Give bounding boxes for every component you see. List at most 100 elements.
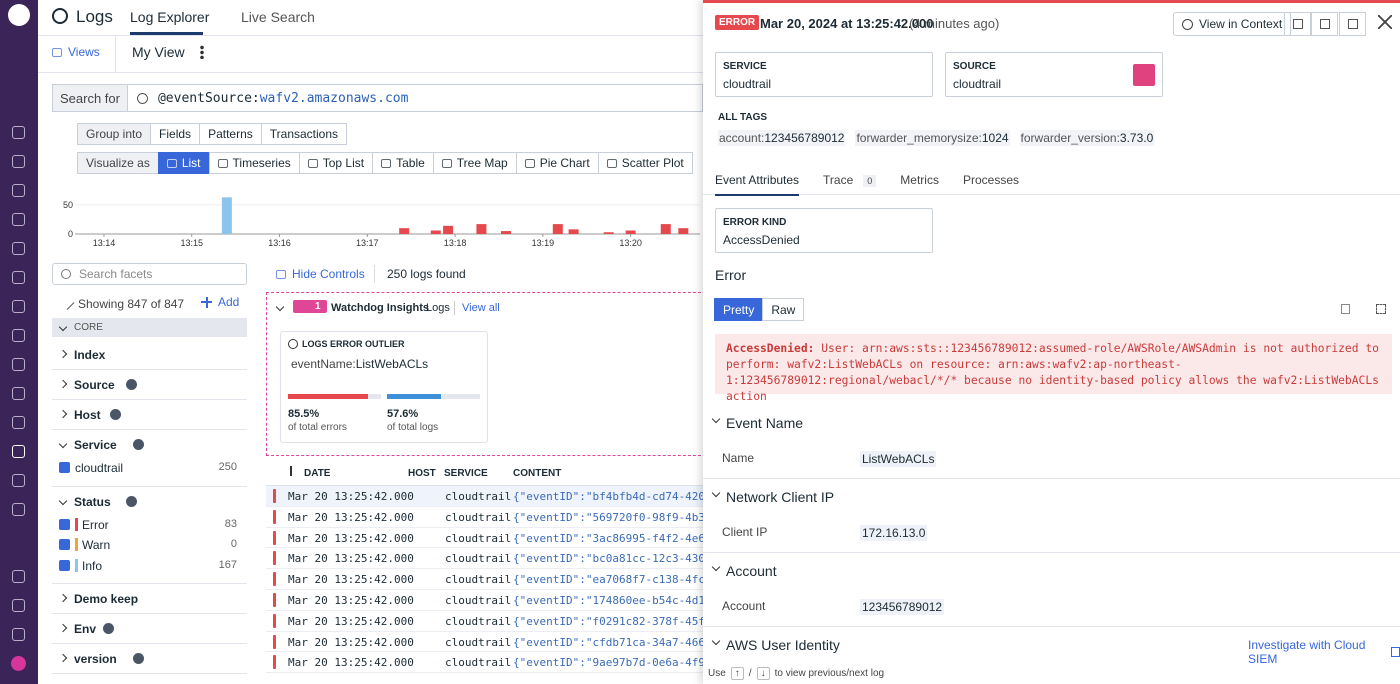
attribute-value[interactable]: ListWebACLs — [860, 451, 937, 467]
section-header[interactable]: Network Client IP — [703, 486, 1400, 508]
views-button[interactable]: Views — [52, 45, 100, 59]
status-bar — [273, 572, 276, 587]
nav-icon[interactable] — [12, 300, 25, 313]
add-facet[interactable]: Add — [201, 295, 239, 309]
visualize_as-option[interactable]: Top List — [298, 152, 374, 174]
tag-key: account: — [719, 131, 765, 145]
checkbox[interactable] — [59, 518, 70, 530]
toggle-option[interactable]: Pretty — [714, 298, 764, 321]
nav-icon[interactable] — [12, 503, 25, 516]
tab[interactable]: Trace 0 — [823, 173, 877, 196]
nav-icon[interactable] — [12, 358, 25, 371]
tab[interactable]: Processes — [963, 173, 1019, 196]
expand-icon[interactable] — [1376, 304, 1386, 314]
facet-header[interactable]: Index — [52, 340, 247, 370]
section-header[interactable]: Account — [703, 560, 1400, 582]
nav-icon[interactable] — [12, 184, 25, 197]
checkbox[interactable] — [59, 539, 70, 550]
facet-value[interactable]: cloudtrail 250 — [52, 458, 247, 479]
log-row[interactable]: Mar 20 13:25:42.000 cloudtrail {"eventID":… — [266, 548, 703, 570]
column-header[interactable]: CONTENT — [513, 468, 562, 479]
facet-search[interactable]: Search facets — [52, 263, 247, 285]
tab-label: Metrics — [900, 173, 939, 187]
facet-value[interactable]: Warn 0 — [52, 535, 247, 556]
log-row[interactable]: Mar 20 13:25:42.000 cloudtrail {"eventID":… — [266, 507, 703, 528]
facet-header[interactable]: Status — [52, 487, 247, 517]
facet-header[interactable]: Service — [52, 430, 247, 460]
my-view[interactable]: My View — [132, 44, 185, 60]
close[interactable] — [1378, 15, 1392, 29]
icon-button[interactable] — [1339, 12, 1366, 36]
nav-icon[interactable] — [12, 474, 25, 487]
facet-header[interactable]: Host — [52, 400, 247, 430]
icon-button[interactable] — [1284, 12, 1311, 36]
tag[interactable]: account:123456789012 — [718, 130, 846, 146]
hide-controls[interactable]: Hide Controls — [276, 267, 365, 281]
nav-icon[interactable] — [12, 628, 25, 641]
nav-icon[interactable] — [12, 416, 25, 429]
nav-icon[interactable] — [12, 599, 25, 612]
copy-icon[interactable] — [1341, 304, 1350, 314]
toggle-option[interactable]: Raw — [762, 298, 805, 321]
nav-icon[interactable] — [12, 155, 25, 168]
insight-card[interactable]: LOGS ERROR OUTLIER eventName:ListWebACLs 8… — [280, 331, 488, 443]
checkbox[interactable] — [59, 462, 70, 473]
facet-value[interactable]: Error 83 — [52, 515, 247, 536]
facet-value[interactable]: Info 167 — [52, 556, 247, 577]
group_into-option[interactable]: Patterns — [199, 123, 262, 145]
column-header[interactable]: HOST — [408, 468, 436, 479]
logo[interactable] — [8, 4, 30, 26]
tab[interactable]: Log Explorer — [130, 9, 210, 25]
visualize_as-option[interactable]: Table — [372, 152, 434, 174]
column-header[interactable]: DATE — [304, 468, 331, 479]
log-row[interactable]: Mar 20 13:25:42.000 cloudtrail {"eventID":… — [266, 528, 703, 549]
view-in-context[interactable]: View in Context — [1173, 12, 1292, 36]
bar — [399, 228, 410, 234]
kebab[interactable] — [200, 45, 204, 59]
log-row[interactable]: Mar 20 13:25:42.000 cloudtrail {"eventID":… — [266, 611, 703, 632]
nav-icon[interactable] — [12, 387, 25, 400]
section-header[interactable]: AWS User Identity — [703, 634, 1400, 656]
facet-header[interactable]: Env — [52, 614, 247, 644]
facet-header[interactable]: Demo keep — [52, 584, 247, 614]
group_into-option[interactable]: Fields — [150, 123, 201, 145]
tag[interactable]: forwarder_memorysize:1024 — [855, 130, 1010, 146]
checkbox[interactable] — [59, 559, 70, 571]
facet-header[interactable]: Source — [52, 370, 247, 400]
visualize_as-option[interactable]: Timeseries — [208, 152, 300, 174]
view-all[interactable]: View all — [462, 302, 500, 314]
siem-link[interactable]: Investigate with Cloud SIEM — [1248, 638, 1400, 666]
log-row[interactable]: Mar 20 13:25:42.000 cloudtrail {"eventID":… — [266, 632, 703, 653]
visualize_as-option[interactable]: Tree Map — [432, 152, 517, 174]
tag[interactable]: forwarder_version:3.73.0 — [1019, 130, 1155, 146]
nav-icon[interactable] — [12, 242, 25, 255]
nav-icon[interactable] — [12, 213, 25, 226]
visualize_as-option[interactable]: Pie Chart — [515, 152, 599, 174]
nav-icon[interactable] — [12, 445, 25, 458]
log-row[interactable]: Mar 20 13:25:42.000 cloudtrail {"eventID":… — [266, 569, 703, 590]
column-header[interactable]: SERVICE — [444, 468, 488, 479]
tab[interactable]: Metrics — [900, 173, 939, 196]
group_into-option[interactable]: Transactions — [260, 123, 348, 145]
tab[interactable]: Live Search — [241, 9, 315, 25]
tab[interactable]: Event Attributes — [715, 173, 800, 196]
avatar[interactable] — [11, 656, 26, 671]
nav-icon[interactable] — [12, 126, 25, 139]
attribute-value[interactable]: 123456789012 — [860, 599, 945, 615]
visualize_as-option[interactable]: Scatter Plot — [597, 152, 693, 174]
nav-icon[interactable] — [12, 329, 25, 342]
nav-icon[interactable] — [12, 570, 25, 583]
log-row[interactable]: Mar 20 13:25:42.000 cloudtrail {"eventID":… — [266, 652, 703, 674]
log-row[interactable]: Mar 20 13:25:42.000 cloudtrail {"eventID":… — [266, 590, 703, 611]
log-row[interactable]: Mar 20 13:25:42.000 cloudtrail {"eventID":… — [266, 486, 703, 507]
option-label: List — [181, 156, 201, 170]
section-header[interactable]: Event Name — [703, 412, 1400, 434]
nav-icon[interactable] — [12, 271, 25, 284]
facet-header[interactable]: version — [52, 644, 247, 674]
attribute-value[interactable]: 172.16.13.0 — [860, 525, 928, 541]
stat-caption: of total logs — [387, 422, 439, 433]
search-bar: Search for @eventSource:wafv2.amazonaws.c… — [52, 84, 703, 112]
icon-button[interactable] — [1311, 12, 1338, 36]
visualize_as-option[interactable]: List — [157, 152, 210, 174]
search-query[interactable]: @eventSource:wafv2.amazonaws.com — [158, 91, 408, 106]
